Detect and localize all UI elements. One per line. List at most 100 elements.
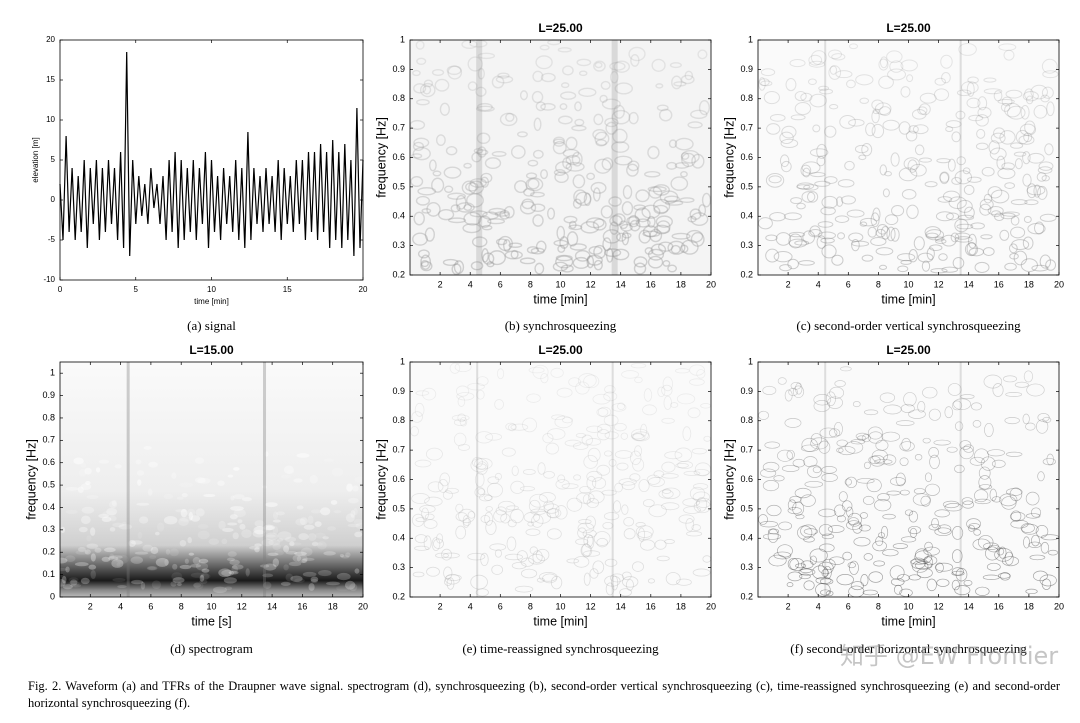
texture xyxy=(1004,551,1014,566)
texture xyxy=(768,528,780,535)
texture xyxy=(821,244,837,259)
texture xyxy=(566,231,579,247)
texture xyxy=(862,495,875,505)
texture xyxy=(572,256,590,269)
y-tick-label: 20 xyxy=(46,35,55,44)
texture xyxy=(917,106,928,115)
y-tick-label: 0.9 xyxy=(392,386,405,396)
texture xyxy=(980,456,996,471)
texture xyxy=(433,538,444,550)
texture xyxy=(485,506,493,512)
texture xyxy=(345,513,355,523)
texture xyxy=(70,579,78,586)
texture xyxy=(846,506,854,518)
texture xyxy=(431,69,445,76)
texture xyxy=(656,220,671,234)
texture xyxy=(415,517,427,523)
texture xyxy=(456,385,470,397)
texture xyxy=(112,522,125,528)
texture xyxy=(765,173,785,188)
texture xyxy=(495,238,508,246)
texture xyxy=(574,101,582,112)
texture xyxy=(265,532,279,541)
texture xyxy=(500,513,511,524)
texture xyxy=(680,170,688,178)
texture xyxy=(1025,422,1036,431)
texture xyxy=(788,238,808,248)
texture xyxy=(623,517,635,527)
texture xyxy=(653,224,671,235)
texture xyxy=(849,43,859,50)
texture xyxy=(671,75,683,90)
texture xyxy=(840,195,856,205)
texture xyxy=(476,132,491,145)
texture xyxy=(873,560,885,567)
texture xyxy=(780,138,799,148)
texture xyxy=(294,578,305,583)
texture xyxy=(109,527,116,532)
texture xyxy=(918,157,932,163)
texture xyxy=(603,414,619,426)
texture xyxy=(977,535,994,550)
texture xyxy=(908,510,918,523)
texture xyxy=(465,182,479,192)
texture xyxy=(599,94,608,103)
texture xyxy=(821,473,838,482)
texture xyxy=(935,238,947,244)
x-tick-label: 4 xyxy=(816,279,821,289)
texture xyxy=(230,495,235,501)
texture xyxy=(848,517,859,526)
texture xyxy=(998,546,1007,559)
y-axis-label: frequency [Hz] xyxy=(374,117,388,198)
texture xyxy=(188,552,195,556)
texture xyxy=(635,522,646,528)
texture xyxy=(611,109,631,125)
texture xyxy=(510,480,525,494)
texture xyxy=(630,363,647,369)
texture xyxy=(634,445,643,457)
texture xyxy=(154,531,160,536)
texture xyxy=(171,572,183,581)
texture xyxy=(586,425,603,433)
texture xyxy=(989,488,997,502)
texture xyxy=(290,575,303,582)
texture xyxy=(657,386,666,398)
texture xyxy=(201,568,210,573)
texture xyxy=(262,573,274,578)
texture xyxy=(631,433,646,442)
texture xyxy=(412,69,421,77)
texture xyxy=(552,140,567,155)
texture xyxy=(674,368,690,374)
texture xyxy=(851,240,870,247)
texture xyxy=(108,556,119,561)
texture xyxy=(810,437,829,450)
texture xyxy=(565,136,578,151)
texture xyxy=(882,549,899,557)
texture xyxy=(194,477,206,484)
texture xyxy=(195,508,205,517)
texture xyxy=(421,208,432,214)
texture xyxy=(891,204,905,217)
texture xyxy=(689,486,706,501)
texture xyxy=(98,513,109,519)
texture xyxy=(612,213,626,226)
texture xyxy=(308,533,317,541)
texture xyxy=(310,509,322,514)
texture xyxy=(540,169,549,180)
tfr-background xyxy=(758,362,1059,597)
texture xyxy=(467,81,478,92)
texture xyxy=(1045,259,1057,271)
texture xyxy=(951,526,964,540)
texture xyxy=(947,158,956,172)
texture xyxy=(612,128,628,144)
texture xyxy=(918,103,931,116)
texture xyxy=(610,573,625,583)
texture xyxy=(84,467,92,475)
texture xyxy=(614,482,623,493)
y-tick-label: 0.3 xyxy=(740,240,753,250)
texture xyxy=(135,459,142,465)
texture xyxy=(959,440,972,450)
texture xyxy=(617,402,626,410)
texture xyxy=(828,428,841,438)
texture xyxy=(796,202,806,210)
